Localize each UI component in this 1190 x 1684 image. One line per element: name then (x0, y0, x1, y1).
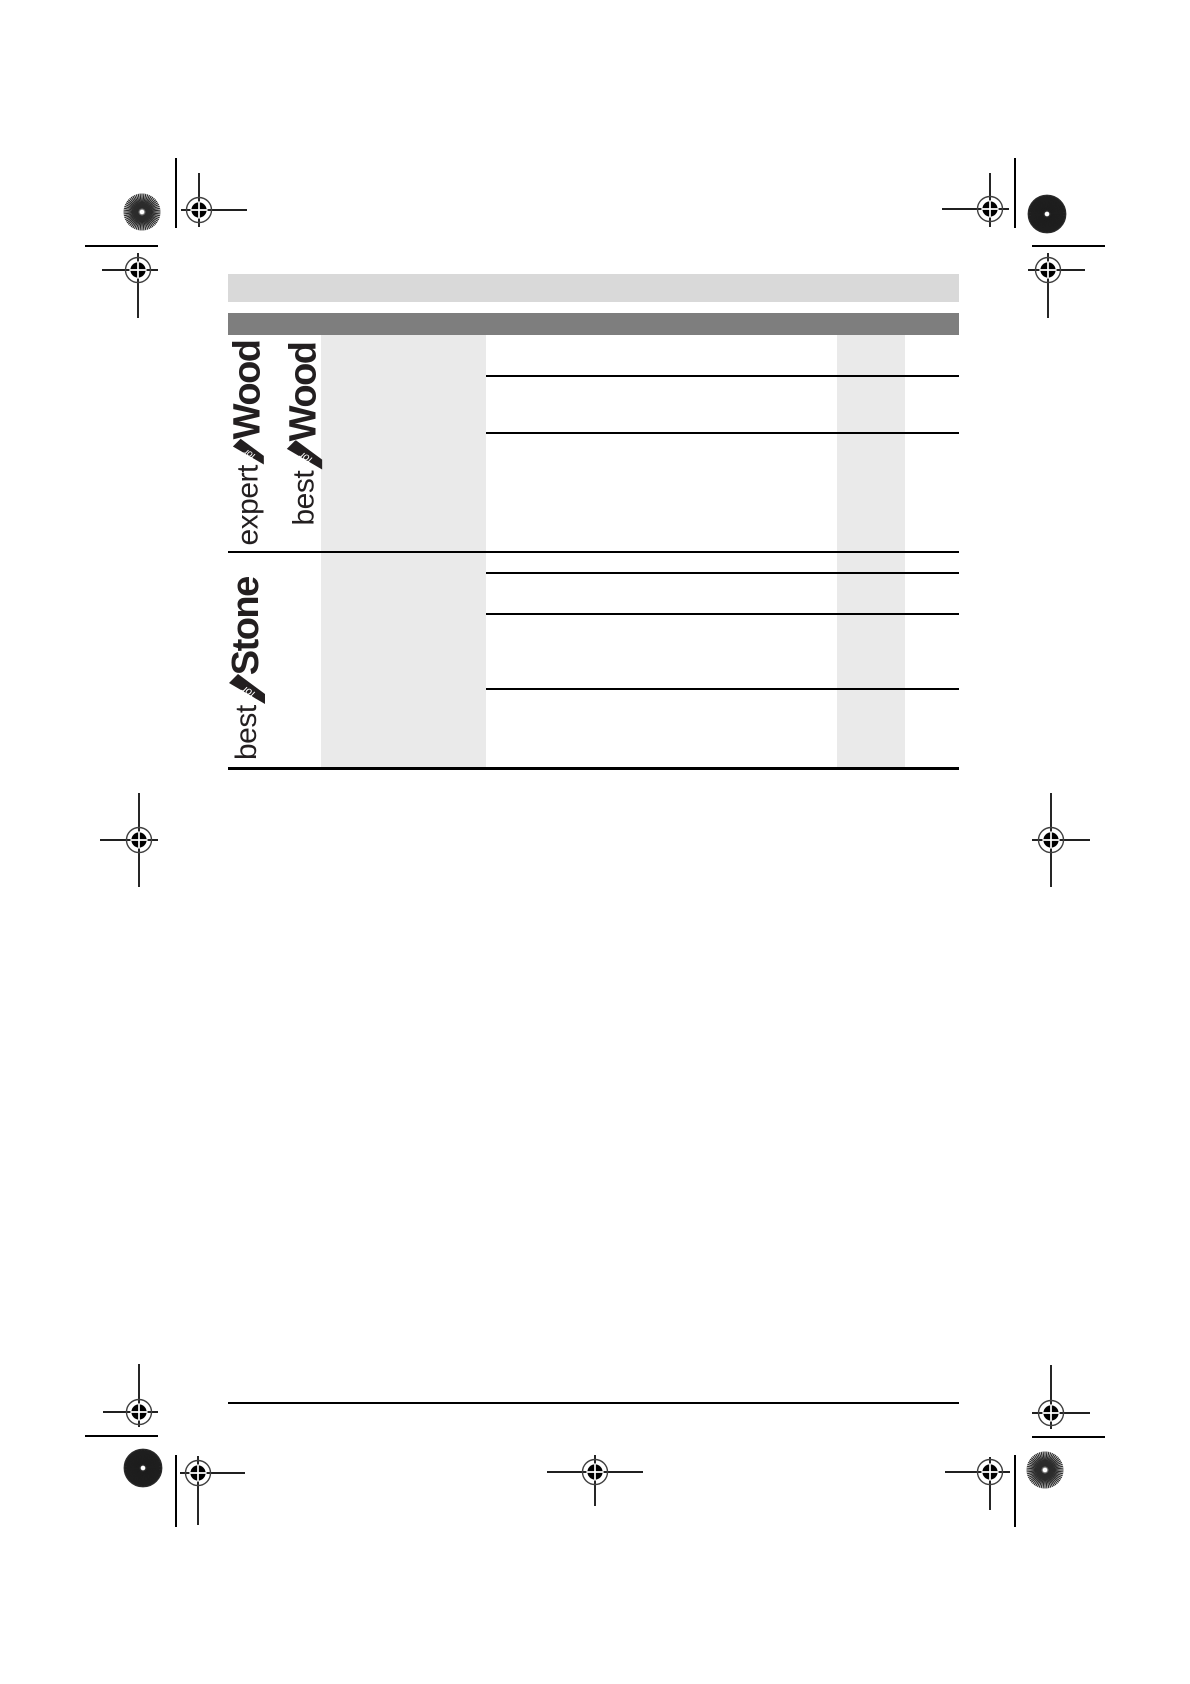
crop-mark-line (175, 1455, 177, 1527)
for-ribbon-icon: for (232, 438, 264, 465)
star-target-icon (123, 1448, 163, 1488)
registration-mark-icon (180, 1456, 245, 1525)
crop-mark-line (1032, 245, 1105, 247)
star-target-icon (123, 193, 161, 231)
registration-mark-icon (102, 253, 158, 318)
table-row-divider (486, 613, 959, 615)
logo-best-for-wood: best for Wood (283, 343, 325, 526)
crop-mark-line (1014, 158, 1016, 228)
crop-mark-line (1032, 1436, 1105, 1438)
for-ribbon-icon: for (229, 674, 265, 705)
logo-best-for-stone: best for Stone (225, 556, 267, 760)
table-row-divider (486, 432, 959, 434)
registration-mark-icon (103, 1364, 158, 1427)
page-header-band (228, 274, 959, 302)
crop-mark-line (1014, 1455, 1016, 1527)
table-row-divider (486, 688, 959, 690)
registration-mark-icon (181, 173, 247, 227)
star-target-icon (1026, 1451, 1064, 1489)
crop-mark-line (175, 158, 177, 228)
table-bottom-border (228, 767, 959, 770)
registration-mark-icon (942, 173, 1009, 227)
crop-mark-line (85, 245, 158, 247)
crop-mark-line (85, 1435, 158, 1437)
table-row-divider (486, 572, 959, 574)
ribbon-word: for (297, 449, 314, 466)
table-header-band (228, 313, 959, 335)
registration-mark-icon (1032, 1365, 1090, 1429)
table-row-divider (486, 375, 959, 377)
registration-mark-icon (1028, 253, 1085, 318)
registration-mark-icon (945, 1457, 1010, 1510)
star-target-icon (1027, 194, 1067, 234)
footer-rule (228, 1402, 959, 1404)
registration-mark-icon (547, 1455, 643, 1506)
registration-mark-icon (100, 793, 158, 887)
registration-mark-icon (1032, 793, 1090, 887)
logo-expert-for-wood: expert for Wood (227, 341, 269, 546)
table-section-divider (228, 551, 959, 553)
for-ribbon-icon: for (286, 440, 323, 470)
